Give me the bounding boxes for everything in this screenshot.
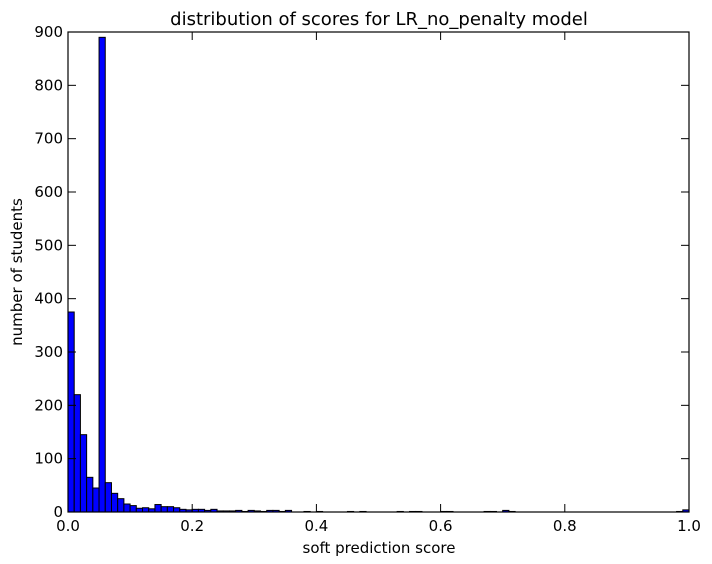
- plot-frame: [67, 31, 690, 513]
- histogram-bar: [123, 503, 131, 513]
- x-axis-label: soft prediction score: [303, 539, 456, 557]
- y-axis-label: number of students: [8, 198, 26, 346]
- histogram-bar: [104, 482, 112, 513]
- y-tick-label: 900: [34, 23, 63, 41]
- histogram-bar: [67, 311, 75, 513]
- histogram-bar: [79, 434, 88, 513]
- y-tick-label: 0: [53, 503, 63, 521]
- y-tick-label: 100: [34, 450, 63, 468]
- histogram-bar: [98, 36, 106, 513]
- y-tick-label: 500: [34, 236, 63, 254]
- x-tick-label: 0.8: [553, 517, 577, 535]
- histogram-bar: [173, 507, 181, 513]
- histogram-bar: [154, 504, 162, 513]
- histogram-bar: [110, 492, 119, 513]
- histogram-bar: [129, 505, 137, 513]
- histogram-bar: [92, 487, 100, 513]
- histogram-bar: [86, 476, 94, 513]
- y-tick-label: 300: [34, 343, 63, 361]
- x-tick-label: 1.0: [677, 517, 701, 535]
- histogram-bar: [117, 498, 125, 513]
- ticks-group: 0.0 0.2 0.4 0.6 0.8 1.0 0 100 200 300 400 500 600 700…: [34, 23, 701, 535]
- x-tick-label: 0.6: [429, 517, 453, 535]
- y-tick-label: 200: [34, 396, 63, 414]
- chart-title: distribution of scores for LR_no_penalty…: [170, 9, 588, 30]
- x-tick-label: 0.4: [304, 517, 328, 535]
- histogram-bar: [73, 394, 81, 513]
- y-tick-label: 700: [34, 130, 63, 148]
- x-tick-label: 0.0: [56, 517, 80, 535]
- y-tick-label: 800: [34, 76, 63, 94]
- histogram-bar: [160, 506, 168, 513]
- bars-group: [67, 36, 690, 513]
- histogram-bar: [142, 507, 150, 513]
- x-tick-label: 0.2: [180, 517, 204, 535]
- histogram-bar: [166, 506, 175, 513]
- y-tick-label: 400: [34, 290, 63, 308]
- y-tick-label: 600: [34, 183, 63, 201]
